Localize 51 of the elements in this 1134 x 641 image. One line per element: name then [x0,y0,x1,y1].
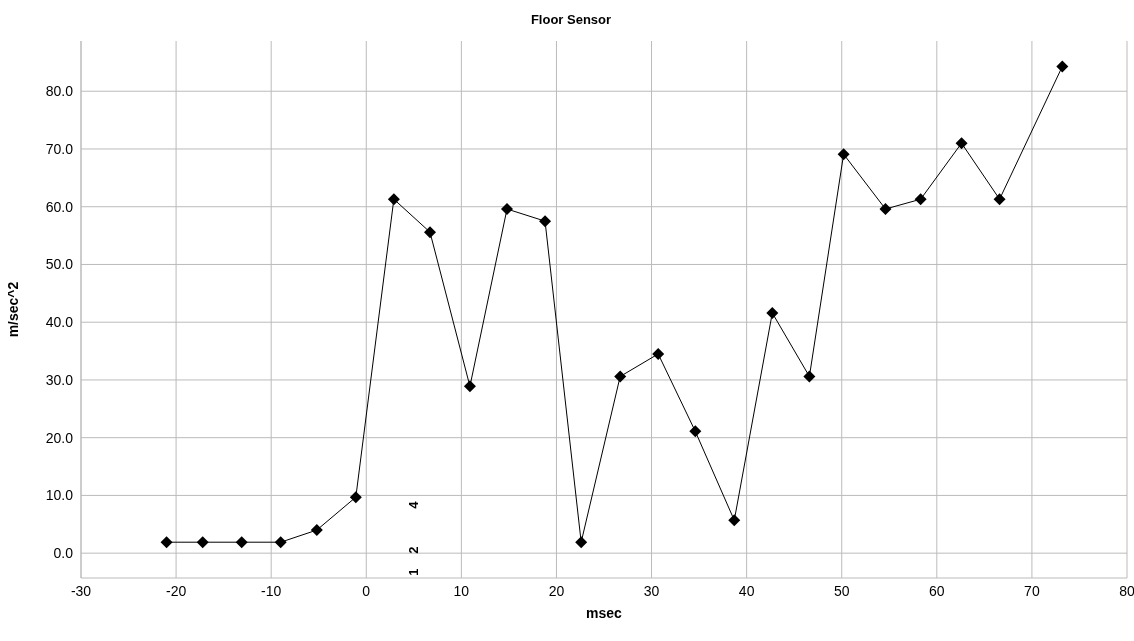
point [463,380,476,393]
point [955,137,968,150]
point [274,536,287,549]
x-tick-label: 20 [548,582,565,599]
chart-title: Floor Sensor [529,12,613,27]
x-axis-title: msec [586,605,623,621]
y-tick-label: 60.0 [45,198,74,215]
point [728,514,741,527]
y-tick-label: 40.0 [45,314,74,331]
x-tick-label: 40 [738,582,755,599]
point [575,536,588,549]
x-tick-label: 80 [1119,582,1134,599]
y-axis-title: m/sec^2 [4,281,21,338]
x-tick-label: -30 [70,582,92,599]
y-tick-label: 20.0 [45,429,74,446]
point [837,148,850,161]
x-tick-label: -10 [261,582,282,599]
point [349,491,362,504]
point [235,536,248,549]
annotation: 2 [406,545,422,556]
point [766,306,779,319]
y-tick-label: 50.0 [45,256,74,273]
x-tick-label: 30 [643,582,660,599]
annotation: 4 [406,500,422,511]
point [689,425,702,438]
point [652,347,665,360]
point [387,193,400,206]
point [539,215,552,228]
y-tick-label: 0.0 [53,545,74,562]
x-tick-label: 50 [833,582,850,599]
point [614,370,627,383]
y-tick-label: 80.0 [45,83,74,100]
point [914,193,927,206]
point [879,203,892,216]
x-tick-label: 10 [453,582,470,599]
point [1056,60,1069,73]
x-tick-label: 70 [1024,582,1040,599]
point [501,203,514,216]
point [993,193,1006,206]
y-tick-label: 30.0 [45,371,74,388]
point [310,524,323,537]
annotation: 1 [406,567,422,578]
x-tick-label: -20 [165,582,187,599]
point [196,536,209,549]
y-tick-label: 10.0 [45,487,74,504]
point [803,370,816,383]
x-tick-label: 60 [929,582,945,599]
point [160,536,173,549]
y-tick-label: 70.0 [45,140,74,157]
point [423,226,436,239]
x-tick-label: 0 [362,582,371,599]
